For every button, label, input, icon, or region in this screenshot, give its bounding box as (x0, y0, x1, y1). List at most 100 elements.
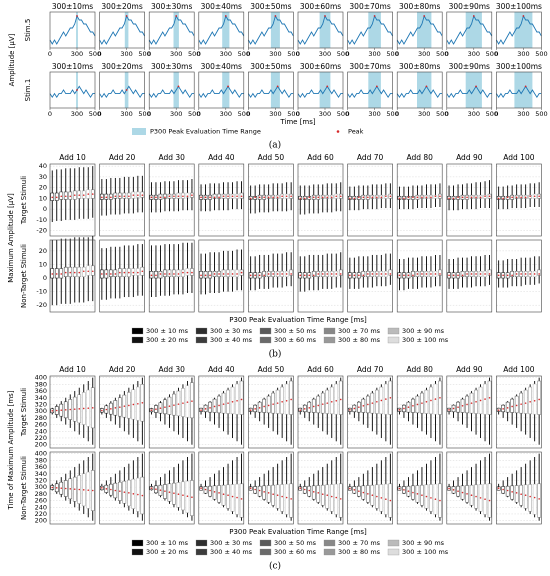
median (520, 493, 522, 495)
median (308, 407, 311, 409)
median (339, 398, 342, 401)
box (190, 382, 194, 419)
median (317, 404, 320, 407)
axes-frame (198, 375, 245, 449)
median (182, 494, 184, 497)
median (430, 196, 432, 199)
median (529, 273, 531, 275)
legend-label: 300 ± 20 ms (146, 336, 189, 344)
median (367, 493, 369, 495)
median (330, 196, 333, 199)
median (272, 403, 274, 405)
signal-line (198, 14, 245, 45)
y-axis-label: Time of Maximum Amplitude [ms] (7, 390, 15, 510)
median (362, 491, 365, 494)
median (60, 273, 63, 275)
signal-line (446, 85, 492, 99)
median (330, 400, 333, 403)
median (439, 273, 441, 275)
median (258, 274, 261, 277)
median (524, 494, 527, 497)
legend-swatch (259, 548, 272, 556)
y-tick-label: -10 (36, 216, 47, 224)
median (398, 487, 401, 490)
median (69, 195, 72, 198)
median (240, 498, 243, 500)
median (164, 196, 166, 199)
median (385, 498, 387, 501)
legend-label: Peak (348, 128, 364, 136)
median (380, 399, 383, 402)
box (532, 383, 537, 415)
median (524, 273, 527, 275)
x-tick-label: 500 (337, 50, 349, 58)
median (303, 488, 306, 491)
box (537, 380, 541, 415)
x-axis-label: P300 Peak Evaluation Time Range [ms] (229, 528, 367, 536)
signal-line (148, 85, 195, 99)
median (470, 196, 473, 199)
median (249, 197, 252, 200)
median (533, 496, 536, 499)
median (457, 490, 459, 492)
median (227, 273, 229, 275)
median (60, 409, 63, 411)
median (119, 271, 121, 274)
median (290, 498, 292, 500)
median (488, 396, 491, 399)
median (173, 195, 175, 198)
median (137, 493, 139, 496)
median (272, 273, 274, 275)
median (416, 493, 419, 495)
y-tick-label: 220 (35, 510, 47, 518)
axes-frame (396, 375, 443, 449)
axes-frame (446, 375, 493, 449)
median (339, 498, 342, 500)
median (421, 494, 423, 497)
peak (326, 85, 329, 88)
x-tick-label: 500 (188, 50, 200, 58)
axes-frame (49, 71, 96, 109)
x-tick-label: 0 (246, 50, 250, 58)
x-tick-label: 0 (147, 50, 151, 58)
x-tick-label: 300 (120, 110, 132, 118)
median (276, 273, 279, 275)
peak (76, 15, 78, 17)
median (376, 273, 378, 275)
median (155, 196, 157, 199)
signal-line (99, 14, 145, 45)
axes-frame (248, 163, 294, 237)
legend-label: 300 ± 100 ms (402, 548, 449, 556)
peak (274, 15, 277, 17)
x-tick-label: 500 (238, 50, 250, 58)
median (380, 196, 383, 199)
axes-frame (198, 163, 245, 237)
median (506, 407, 509, 409)
median (69, 488, 72, 490)
legend-swatch (387, 327, 400, 335)
median (538, 398, 540, 401)
legend-swatch (259, 336, 272, 344)
median (511, 196, 513, 199)
median (254, 488, 256, 491)
subplot-title: 300±100ms (496, 62, 542, 71)
median (177, 273, 180, 275)
row-label: Non-Target Stimuli (20, 456, 28, 520)
x-tick-label: 0 (246, 110, 250, 118)
median (119, 490, 121, 492)
peak (324, 15, 326, 17)
subplot-title: 300±30ms (151, 2, 192, 11)
median (452, 489, 455, 491)
x-tick-label: 500 (188, 110, 200, 118)
median (168, 195, 171, 198)
median (200, 487, 202, 489)
median (249, 409, 252, 411)
x-tick-label: 500 (386, 110, 398, 118)
median (321, 493, 324, 495)
legend-label: 300 ± 60 ms (274, 548, 317, 556)
median (276, 402, 279, 404)
peak (472, 15, 475, 17)
median (132, 194, 135, 196)
x-tick-label: 300 (220, 50, 232, 58)
median (533, 399, 536, 402)
